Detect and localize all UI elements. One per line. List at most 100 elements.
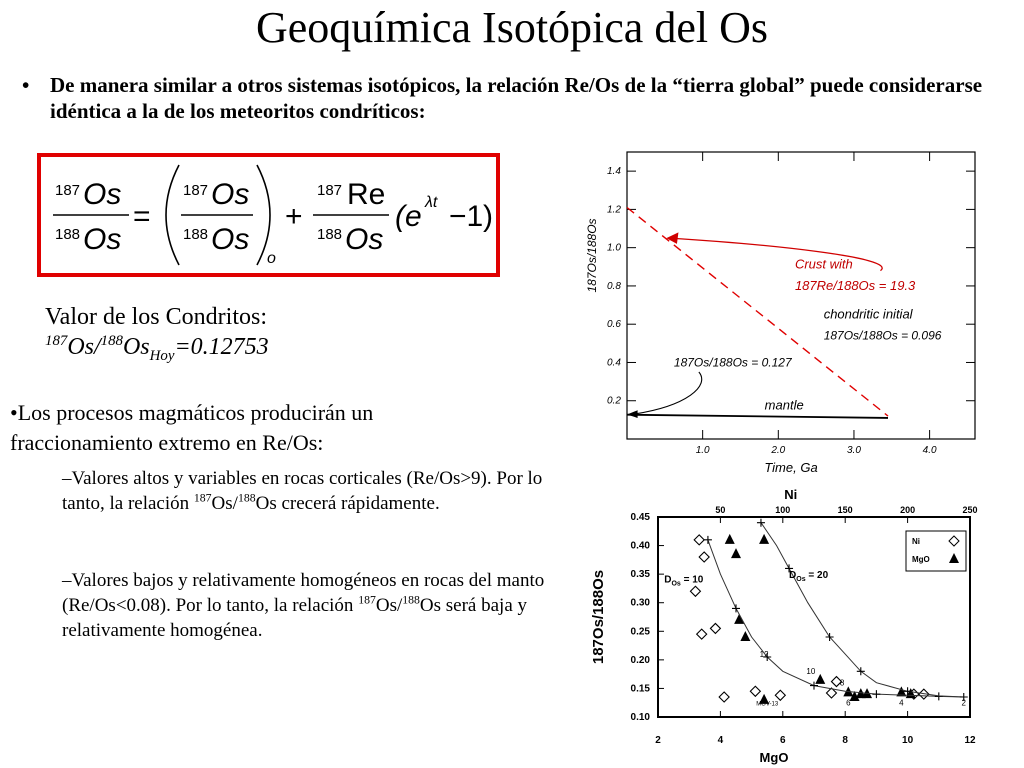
sub-bullet-crust: –Valores altos y variables en rocas cort…	[62, 468, 543, 514]
chart2-ni-point	[689, 585, 702, 598]
chart2-y-tick-label: 0.45	[631, 512, 651, 523]
chart2-plus-point	[825, 633, 834, 641]
eq-den-mass-2: 188	[183, 226, 208, 243]
eq-den-mass-1: 188	[55, 226, 80, 243]
chart1-crust-arrow	[668, 237, 883, 272]
chart2-ni-point	[693, 534, 705, 546]
chart2-point-label: MGV-13	[756, 702, 779, 708]
page-title: Geoquímica Isotópica del Os	[256, 3, 768, 52]
processes-bullet: •Los procesos magmáticos producirán un f…	[10, 400, 374, 455]
chart2-point-label: 4	[899, 699, 904, 708]
chart2-mgo-point	[734, 613, 745, 624]
chondrite-label: Valor de los Condritos:	[45, 304, 267, 330]
eq-initial-sub: o	[267, 250, 276, 267]
chart2-plus-point	[872, 690, 881, 699]
chart2-y-tick-label: 0.30	[631, 598, 651, 609]
chart2-point-label: 10	[806, 667, 815, 676]
eq-den-os-2: Os	[211, 223, 249, 256]
chart2-frame	[657, 516, 971, 718]
chart2-x2-tick-label: 100	[775, 505, 790, 515]
chart2-plus-point	[785, 564, 794, 573]
chart1-chond-label-2: 187Os/188Os = 0.096	[824, 329, 942, 343]
chart2-mgo-point	[849, 691, 860, 701]
chart1-x-label: Time, Ga	[764, 460, 817, 475]
chart2-point-label: 2	[962, 699, 967, 708]
eq-equals: =	[133, 200, 151, 233]
chart2-y-tick-label: 0.35	[631, 569, 651, 580]
eq-re: Re	[347, 178, 385, 211]
chart1-chond-label-1: chondritic initial	[824, 306, 914, 321]
chart2-mgo-point	[815, 673, 826, 684]
chart2-mgo-point	[724, 533, 735, 544]
chart2-plus-point	[903, 687, 912, 696]
eq-num-os-1: Os	[83, 178, 121, 211]
chart1-crust-label-1: Crust with	[795, 257, 853, 272]
chart2-ni-point	[695, 628, 708, 640]
chart2-x2-tick-label: 200	[900, 505, 915, 515]
chart2-mgo-point	[731, 548, 741, 559]
chart1-y-tick-label: 0.4	[607, 357, 621, 368]
sub-bullet-mantle: –Valores bajos y relativamente homogéneo…	[62, 570, 545, 641]
chart1-mantle-label: mantle	[765, 397, 804, 412]
chart2-legend-triangle	[949, 553, 959, 563]
eq-minus-one: −1	[449, 200, 483, 233]
chart2-ni-point	[698, 551, 710, 563]
equation-box: 187 Os 188 Os = 187 Os 188 Os o + 187 Re…	[37, 153, 500, 277]
chart1-frame	[626, 151, 976, 440]
eq-num-os-2: Os	[211, 178, 249, 211]
chart1-y-tick-label: 0.8	[607, 281, 621, 292]
chart2-x-tick-label: 2	[655, 735, 661, 746]
eq-re-mass: 187	[317, 182, 342, 199]
chart2-y-tick-label: 0.10	[631, 712, 651, 723]
chart2-x2-tick-label: 50	[715, 505, 725, 515]
chart1-x-tick-label: 4.0	[923, 445, 937, 456]
chart2-legend-ni-label: Ni	[912, 537, 920, 546]
chart2-curve-D=20	[760, 522, 964, 698]
chart2-curve-D=10	[707, 539, 964, 698]
chart1-x-tick-label: 1.0	[696, 445, 710, 456]
chart2-y-tick-label: 0.40	[631, 541, 651, 552]
chart2-plus-point	[810, 681, 818, 690]
chart2-ni-point	[709, 622, 722, 635]
chart2-x-label: MgO	[760, 750, 789, 765]
chondrite-formula: 187Os/188OsHoy=0.12753	[45, 333, 269, 364]
chart2-point-label: 8	[840, 679, 845, 688]
chart1-y-tick-label: 1.2	[607, 204, 621, 215]
chart1-crust-label-2: 187Re/188Os = 19.3	[795, 278, 916, 293]
chart2-ni-point	[749, 685, 762, 698]
chart2-plus-point	[703, 535, 712, 544]
chart2-plus-point	[756, 518, 765, 527]
chart2-x-tick-label: 10	[902, 735, 914, 746]
chart2-legend-diamond	[948, 535, 960, 547]
chart1-y-tick-label: 0.2	[607, 396, 621, 407]
chart2-x-tick-label: 6	[780, 735, 786, 746]
intro-text: De manera similar a otros sistemas isotó…	[50, 73, 983, 123]
chart1-mantle-arrow	[630, 371, 703, 416]
chart1-mantle-value-label: 187Os/188Os = 0.127	[674, 355, 793, 369]
chart2-mgo-point	[896, 686, 907, 697]
chart2-y-tick-label: 0.25	[631, 626, 651, 637]
chart1-y-label: 187Os/188Os	[585, 218, 599, 292]
chart2-mgo-point	[740, 631, 751, 641]
chart2-x2-tick-label: 150	[838, 505, 853, 515]
chondrite-value: Valor de los Condritos: 187Os/188OsHoy=0…	[45, 302, 269, 364]
chart2-x2-label: Ni	[784, 487, 797, 502]
chart1-mantle-arrowhead	[627, 410, 638, 418]
chart2-x2-tick-label: 250	[962, 505, 977, 515]
chart2-curve-label-d20: DOs = 20	[789, 570, 829, 583]
eq-num-mass-1: 187	[55, 182, 80, 199]
chart1-x-tick-label: 3.0	[847, 445, 861, 456]
chart2-x-tick-label: 12	[964, 735, 976, 746]
eq-den-mass-3: 188	[317, 226, 342, 243]
chart1-crust-arrowhead	[666, 232, 679, 244]
chart2-legend-mgo-label: MgO	[912, 555, 930, 564]
eq-den-os-3: Os	[345, 223, 383, 256]
os-evolution-chart: 0.2 0.4 0.6 0.8 1.0 1.2 1.4 1.0 2.0 3.0 4.0 Time, G…	[585, 151, 976, 475]
chart2-y-tick-label: 0.20	[631, 655, 651, 666]
eq-num-mass-2: 187	[183, 182, 208, 199]
chart2-mgo-point	[759, 693, 770, 704]
chart1-x-tick-label: 2.0	[770, 445, 785, 456]
chart2-x-tick-label: 8	[842, 735, 848, 746]
os-mgo-ni-chart: 0.10 0.15 0.20 0.25 0.30 0.35 0.40 0.45 2 4 6 8 10 12…	[590, 487, 978, 765]
chart2-mgo-point	[759, 533, 770, 544]
